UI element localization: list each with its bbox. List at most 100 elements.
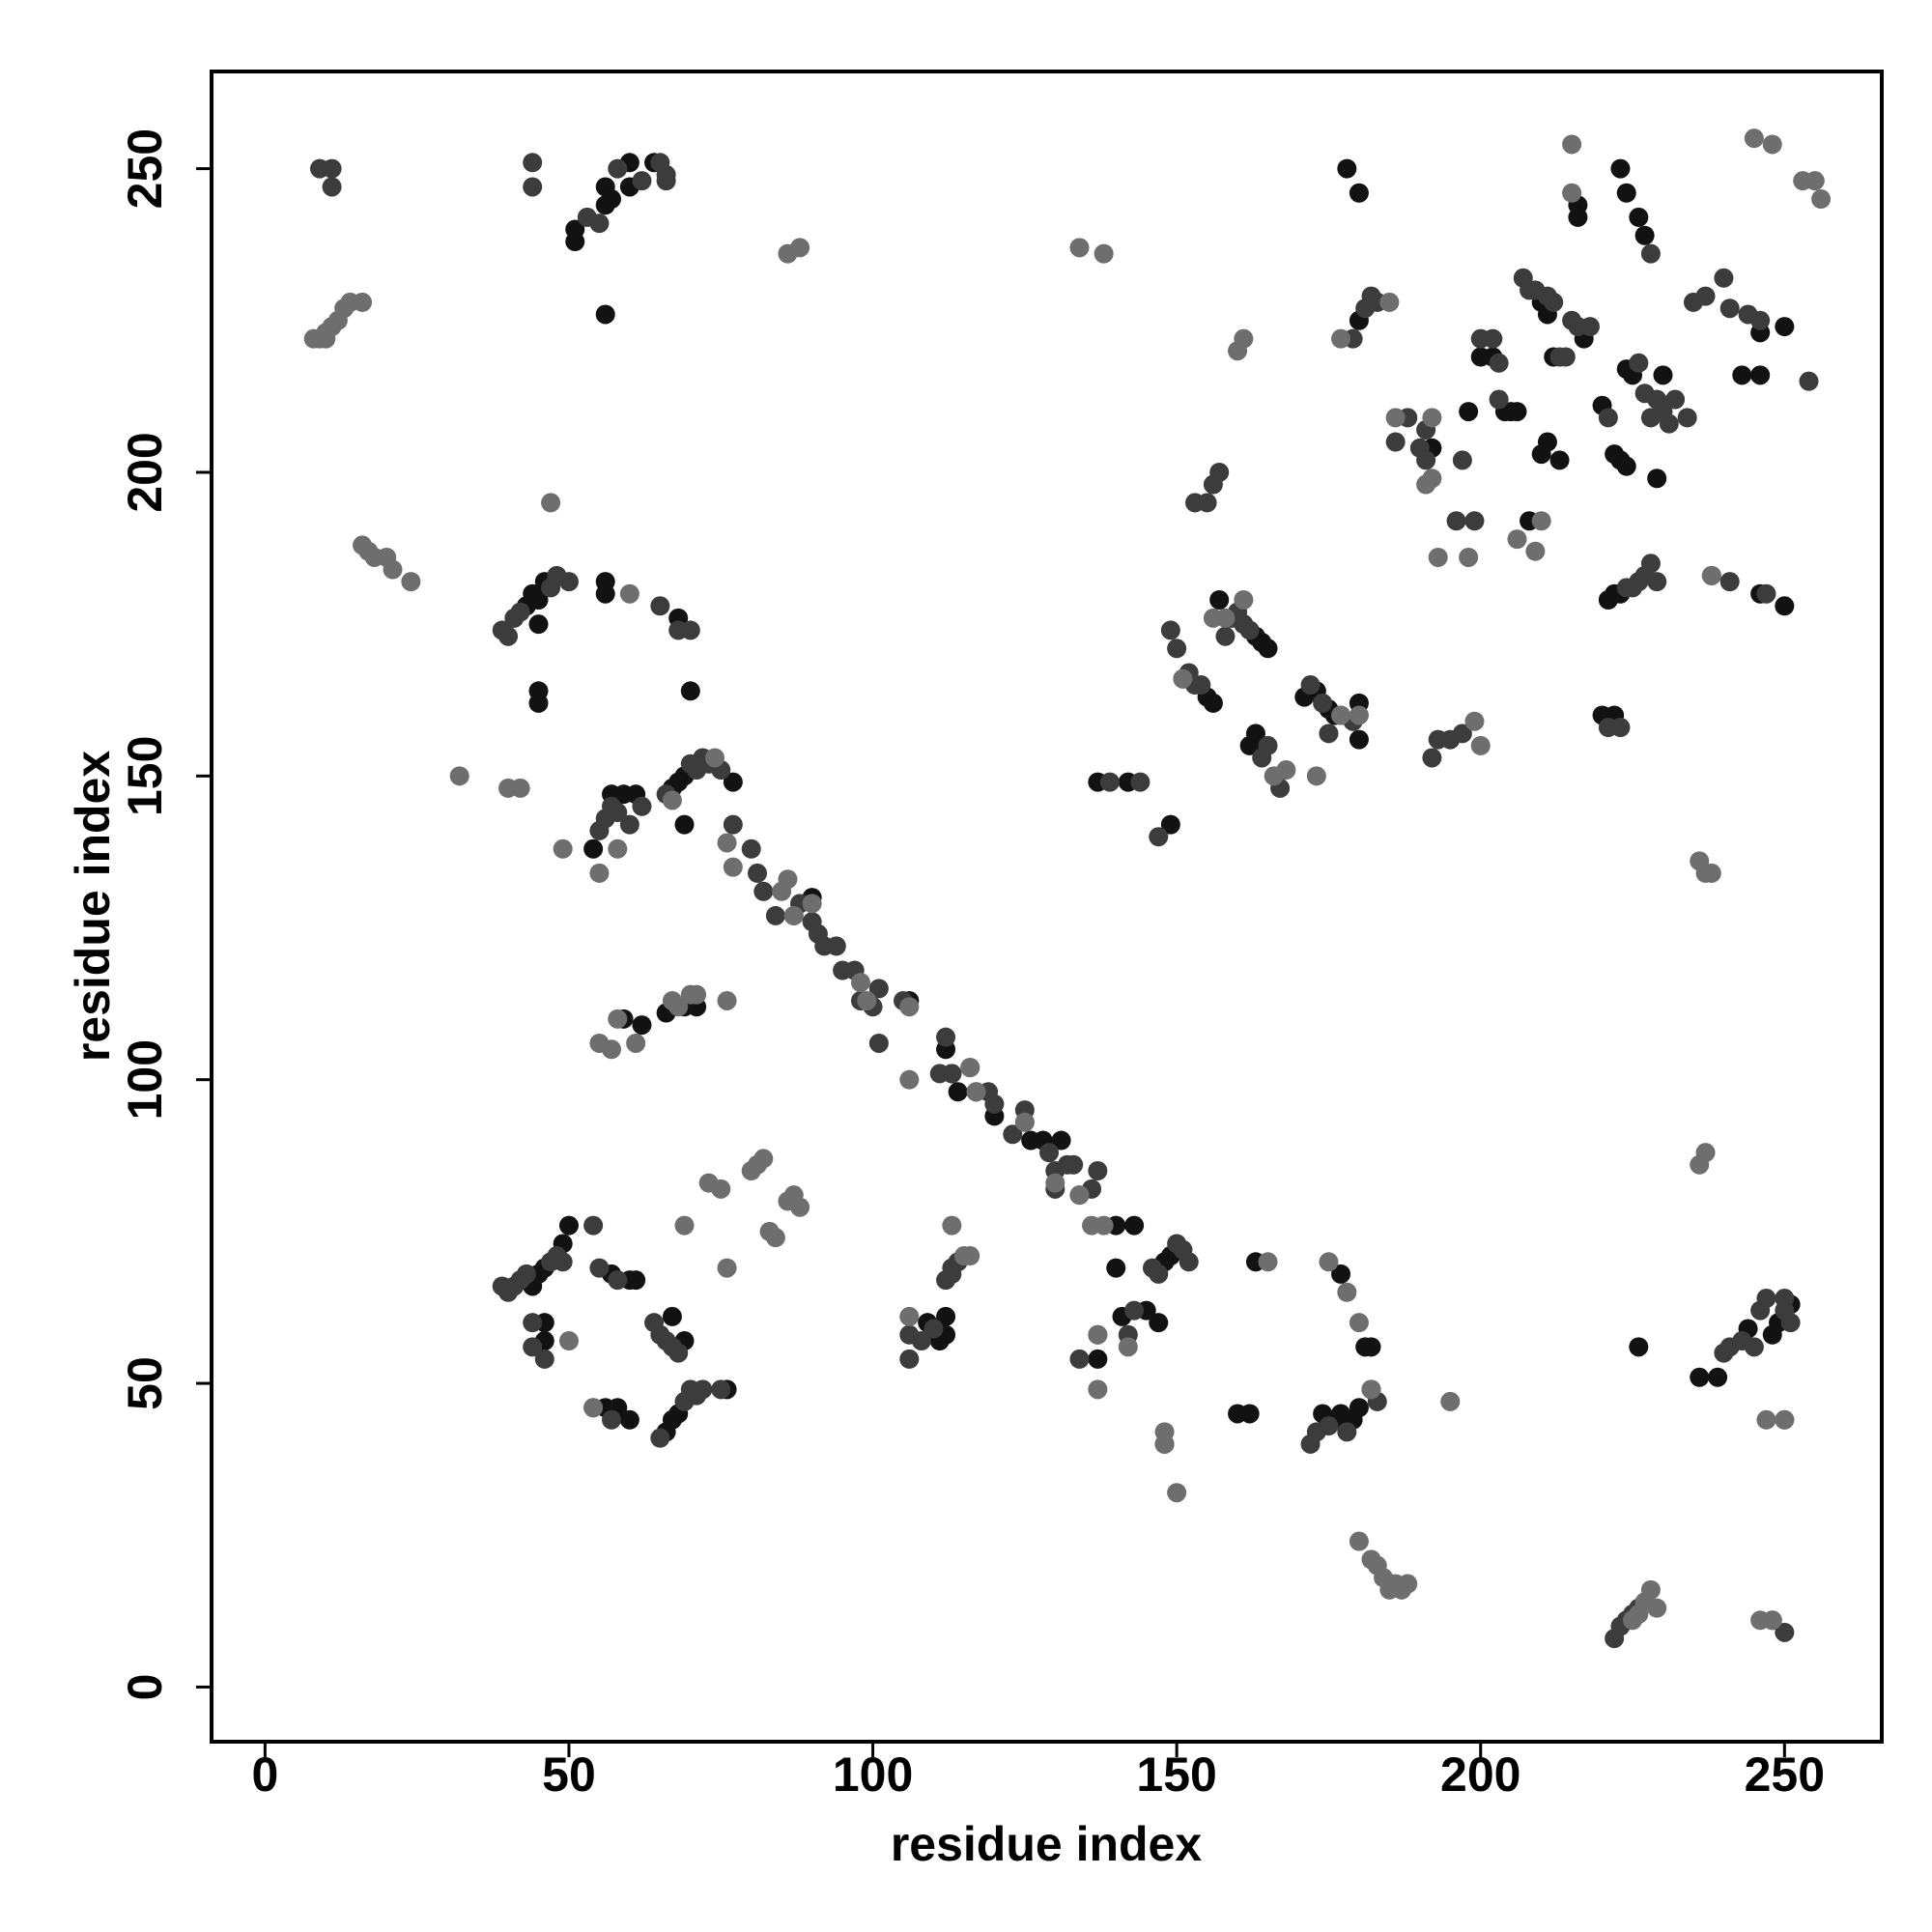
point: [717, 833, 737, 853]
point: [936, 1027, 956, 1047]
point: [1610, 718, 1631, 738]
point: [1507, 529, 1527, 550]
point: [1695, 1143, 1716, 1163]
point: [1525, 541, 1546, 561]
point: [523, 1313, 543, 1333]
point: [1349, 1398, 1369, 1418]
point: [1647, 1598, 1667, 1618]
point: [1349, 183, 1369, 203]
point: [1452, 724, 1472, 744]
point: [1629, 353, 1649, 373]
point: [680, 620, 700, 640]
point: [680, 681, 700, 701]
point: [583, 1398, 604, 1418]
point: [942, 1064, 962, 1084]
point: [1014, 1112, 1035, 1132]
x-tick-label: 50: [542, 1747, 596, 1802]
point: [1069, 1349, 1090, 1369]
point: [1130, 772, 1151, 792]
point: [1385, 408, 1406, 428]
point: [602, 189, 622, 210]
point: [765, 905, 785, 925]
point: [966, 1082, 986, 1102]
point: [1610, 158, 1631, 179]
point: [1579, 317, 1600, 337]
point: [1562, 134, 1582, 155]
point: [1775, 1409, 1795, 1430]
point: [753, 1149, 774, 1169]
point: [1647, 469, 1667, 489]
point: [1470, 735, 1491, 755]
point: [723, 772, 743, 792]
point: [449, 766, 469, 786]
point: [960, 1246, 980, 1266]
point: [1069, 238, 1090, 258]
point: [1562, 183, 1582, 203]
point: [1640, 243, 1661, 264]
point: [1428, 547, 1448, 567]
point: [1762, 1610, 1782, 1631]
point: [1349, 729, 1369, 750]
point: [1276, 760, 1296, 781]
point: [558, 1215, 579, 1236]
point: [693, 1379, 713, 1400]
y-tick-label: 150: [118, 736, 172, 816]
point: [1149, 827, 1169, 847]
point: [1331, 705, 1351, 725]
point: [1203, 693, 1223, 713]
point: [619, 814, 639, 835]
point: [1313, 693, 1333, 713]
point: [1422, 408, 1442, 428]
point: [383, 559, 403, 580]
point: [1616, 456, 1636, 476]
point: [656, 171, 676, 191]
point: [1598, 589, 1618, 610]
point: [936, 1306, 956, 1326]
point: [1775, 317, 1795, 337]
x-tick-label: 150: [1136, 1747, 1216, 1802]
point: [1634, 225, 1655, 245]
point: [1659, 413, 1679, 434]
point: [748, 863, 768, 883]
point: [1331, 328, 1351, 349]
point: [595, 583, 615, 604]
point: [1640, 1579, 1661, 1600]
point: [899, 1069, 920, 1090]
point: [687, 984, 707, 1005]
point: [619, 1409, 639, 1430]
point: [662, 1306, 682, 1326]
point: [1319, 1252, 1339, 1272]
point: [1459, 402, 1479, 422]
point: [778, 869, 798, 890]
point: [1349, 705, 1369, 725]
point: [668, 997, 689, 1017]
point: [1349, 1313, 1369, 1333]
point: [553, 1252, 573, 1272]
point: [723, 857, 743, 877]
point: [1209, 462, 1230, 482]
point: [1708, 1367, 1728, 1387]
point: [608, 1270, 628, 1291]
x-tick-label: 250: [1745, 1747, 1825, 1802]
point: [510, 602, 530, 622]
point: [1756, 583, 1776, 604]
point: [1804, 171, 1825, 191]
point: [1349, 1531, 1369, 1551]
point: [1416, 450, 1436, 470]
point: [1094, 243, 1114, 264]
point: [595, 304, 615, 325]
point: [602, 1409, 622, 1430]
point: [1780, 1313, 1801, 1333]
y-axis-label: residue index: [66, 751, 120, 1063]
point: [711, 1179, 731, 1199]
point: [765, 1228, 785, 1248]
point: [1149, 1313, 1169, 1333]
point: [674, 1215, 695, 1236]
point: [565, 232, 585, 252]
point: [1629, 1337, 1649, 1357]
point: [1167, 1483, 1187, 1503]
point: [1215, 626, 1236, 646]
point: [1811, 189, 1832, 210]
point: [1422, 748, 1442, 768]
point: [1719, 298, 1740, 319]
